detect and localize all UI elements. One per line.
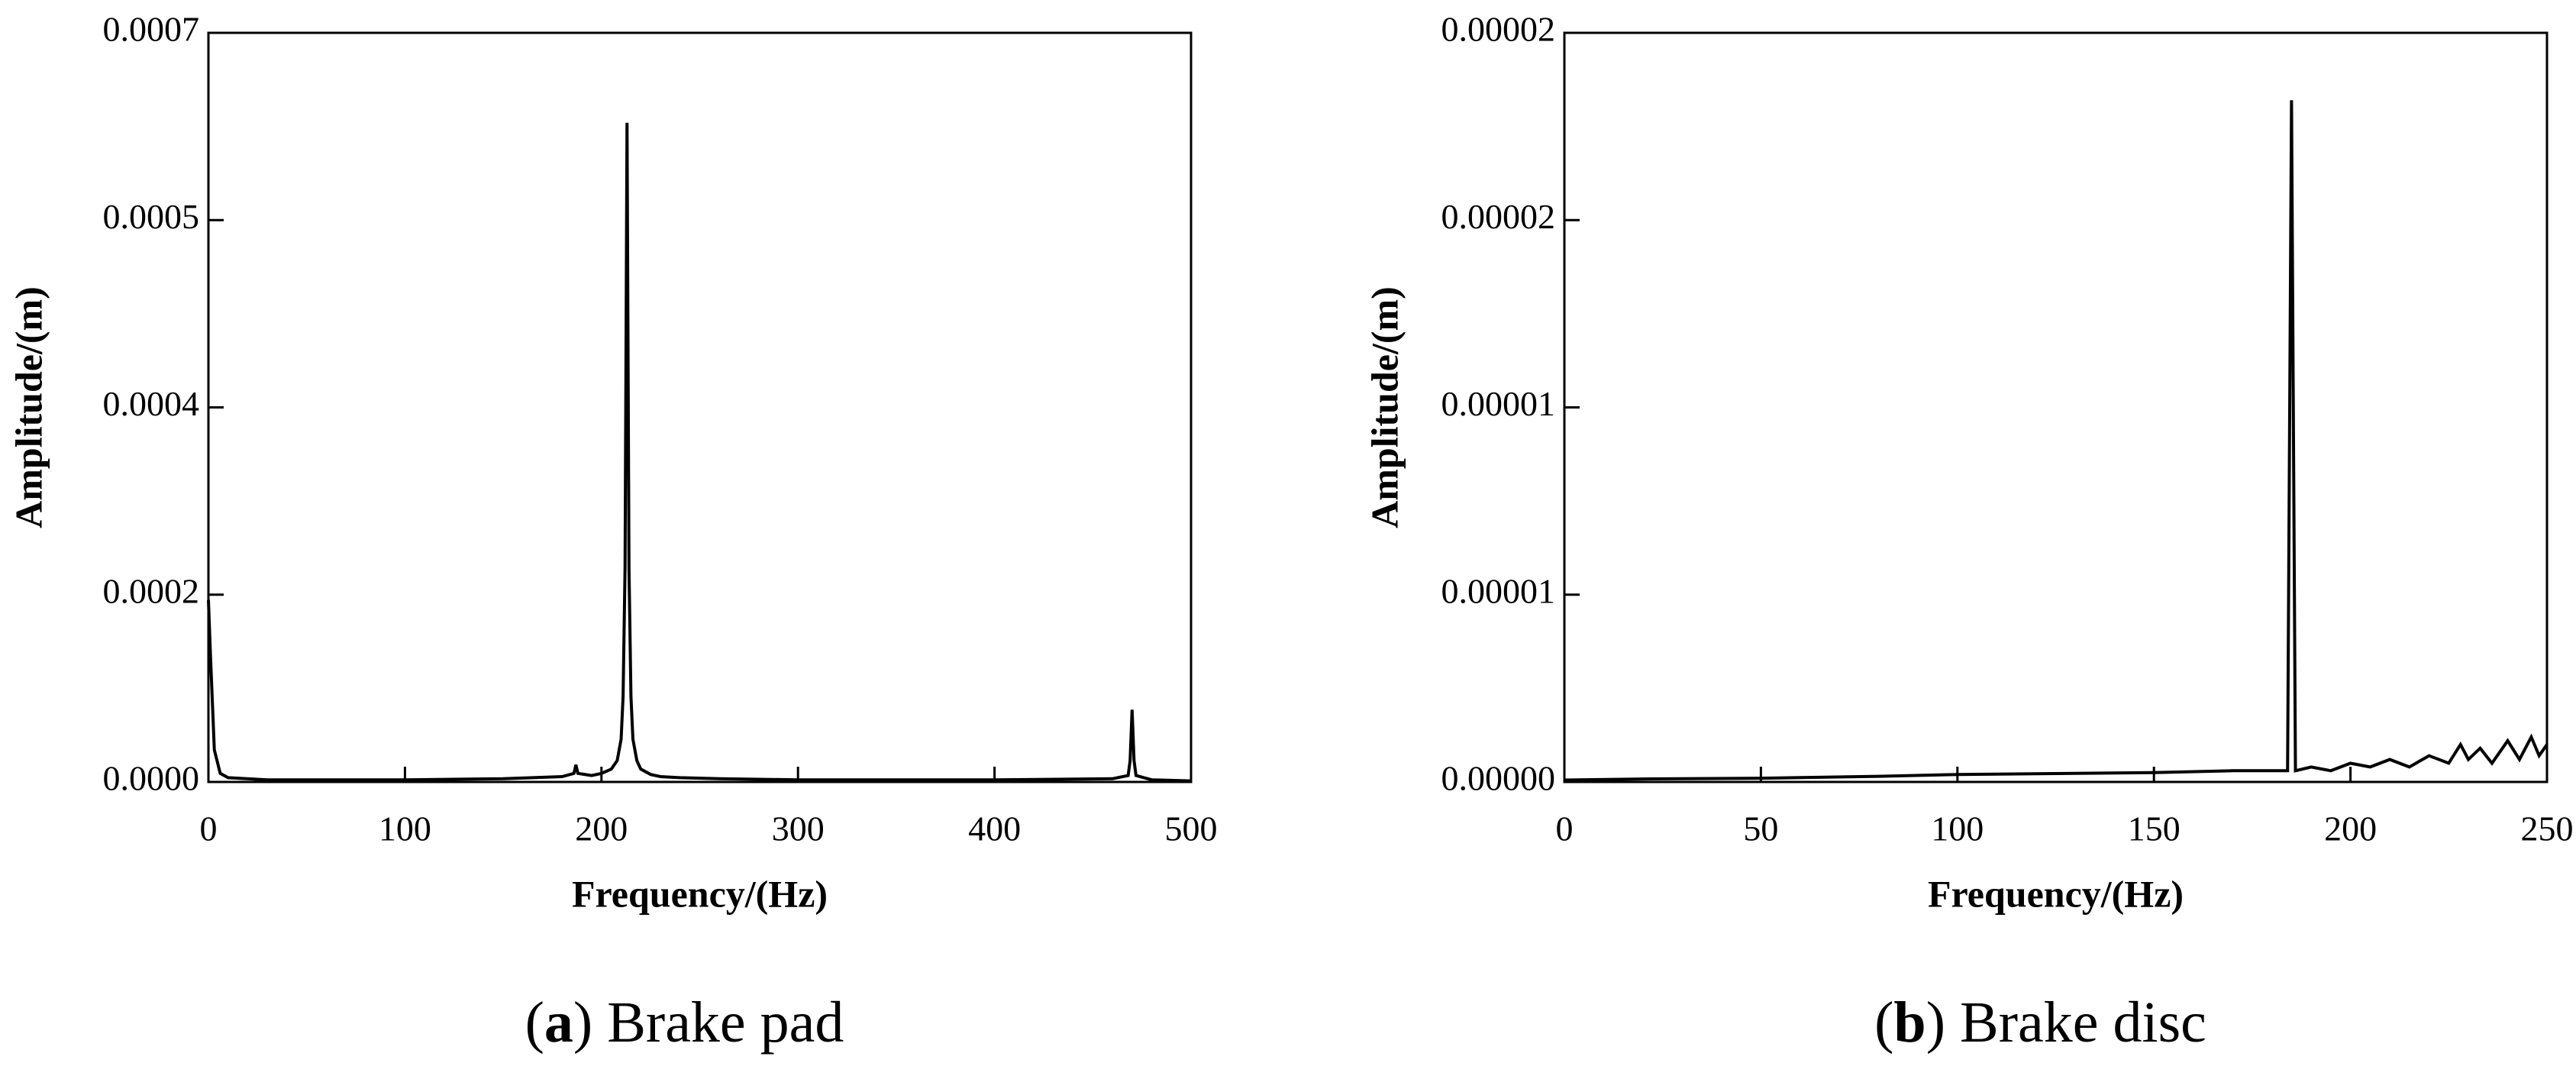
x-tick-label: 300 <box>772 809 825 848</box>
caption-part: ( <box>1874 990 1893 1055</box>
x-tick-label: 400 <box>968 809 1021 848</box>
y-tick-label: 0.00002 <box>1441 10 1556 49</box>
x-tick-label: 0 <box>200 809 218 848</box>
x-tick-label: 200 <box>2324 809 2377 848</box>
x-tick-label: 150 <box>2128 809 2181 848</box>
caption-part: ) Brake pad <box>573 990 844 1055</box>
caption-part: a <box>544 990 573 1055</box>
x-tick-label: 100 <box>1931 809 1984 848</box>
y-tick-label: 0.00001 <box>1441 384 1556 423</box>
caption: (a) Brake pad <box>525 990 844 1055</box>
x-axis-title: Frequency/(Hz) <box>1928 872 2184 915</box>
y-tick-label: 0.00000 <box>1441 759 1556 798</box>
y-tick-label: 0.0007 <box>103 10 200 49</box>
y-axis-title: Amplitude/(m) <box>7 286 50 528</box>
y-tick-label: 0.0005 <box>103 197 200 236</box>
x-tick-label: 100 <box>379 809 431 848</box>
x-tick-label: 0 <box>1556 809 1574 848</box>
plot-frame <box>1563 31 2549 783</box>
y-tick-label: 0.00001 <box>1441 571 1556 610</box>
y-tick-label: 0.00002 <box>1441 197 1556 236</box>
y-tick-label: 0.0002 <box>103 571 200 610</box>
data-line <box>1564 100 2549 782</box>
data-line <box>207 122 1192 783</box>
caption-part: ( <box>525 990 544 1055</box>
caption-part: b <box>1893 990 1926 1055</box>
y-tick-label: 0.0004 <box>103 384 200 423</box>
x-tick-label: 500 <box>1165 809 1218 848</box>
caption: (b) Brake disc <box>1874 990 2206 1055</box>
y-axis-title: Amplitude/(m) <box>1363 286 1406 528</box>
x-tick-label: 50 <box>1743 809 1778 848</box>
x-tick-label: 250 <box>2521 809 2574 848</box>
plot-frame <box>207 31 1193 783</box>
y-tick-label: 0.0000 <box>103 759 200 798</box>
caption-part: ) Brake disc <box>1926 990 2206 1055</box>
x-axis-title: Frequency/(Hz) <box>572 872 828 915</box>
x-tick-label: 200 <box>575 809 628 848</box>
